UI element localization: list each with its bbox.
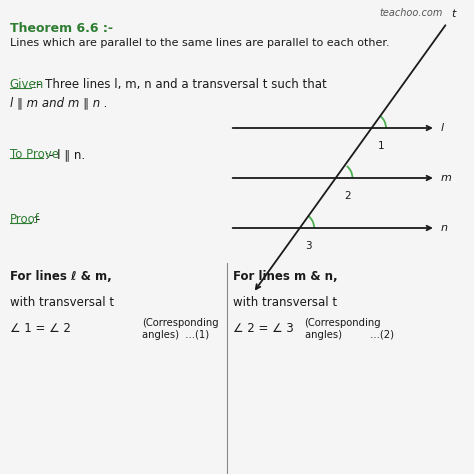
Text: Proof: Proof <box>9 213 39 226</box>
Text: with transversal t: with transversal t <box>9 296 114 309</box>
Text: (Corresponding
angles)         ...(2): (Corresponding angles) ...(2) <box>305 318 393 339</box>
Text: Theorem 6.6 :-: Theorem 6.6 :- <box>9 22 113 35</box>
Text: ∠ 1 = ∠ 2: ∠ 1 = ∠ 2 <box>9 322 71 335</box>
Text: 2: 2 <box>344 191 350 201</box>
Text: For lines ℓ & m,: For lines ℓ & m, <box>9 270 111 283</box>
Text: teachoo.com: teachoo.com <box>379 8 443 18</box>
Text: n: n <box>440 223 447 233</box>
Text: m: m <box>440 173 451 183</box>
Text: :-: :- <box>33 213 41 226</box>
Text: 3: 3 <box>306 241 312 251</box>
Text: l ∥ m and m ∥ n .: l ∥ m and m ∥ n . <box>9 96 107 109</box>
Text: ∠ 2 = ∠ 3: ∠ 2 = ∠ 3 <box>233 322 293 335</box>
Text: l: l <box>440 123 444 133</box>
Text: :- l ∥ n.: :- l ∥ n. <box>46 148 85 161</box>
Text: Lines which are parallel to the same lines are parallel to each other.: Lines which are parallel to the same lin… <box>9 38 389 48</box>
Text: 1: 1 <box>377 141 384 151</box>
Text: (Corresponding
angles)  ...(1): (Corresponding angles) ...(1) <box>142 318 219 339</box>
Text: Given: Given <box>9 78 44 91</box>
Text: t: t <box>451 9 455 19</box>
Text: with transversal t: with transversal t <box>233 296 337 309</box>
Text: For lines m & n,: For lines m & n, <box>233 270 337 283</box>
Text: To Prove: To Prove <box>9 148 59 161</box>
Text: :- Three lines l, m, n and a transversal t such that: :- Three lines l, m, n and a transversal… <box>33 78 327 91</box>
